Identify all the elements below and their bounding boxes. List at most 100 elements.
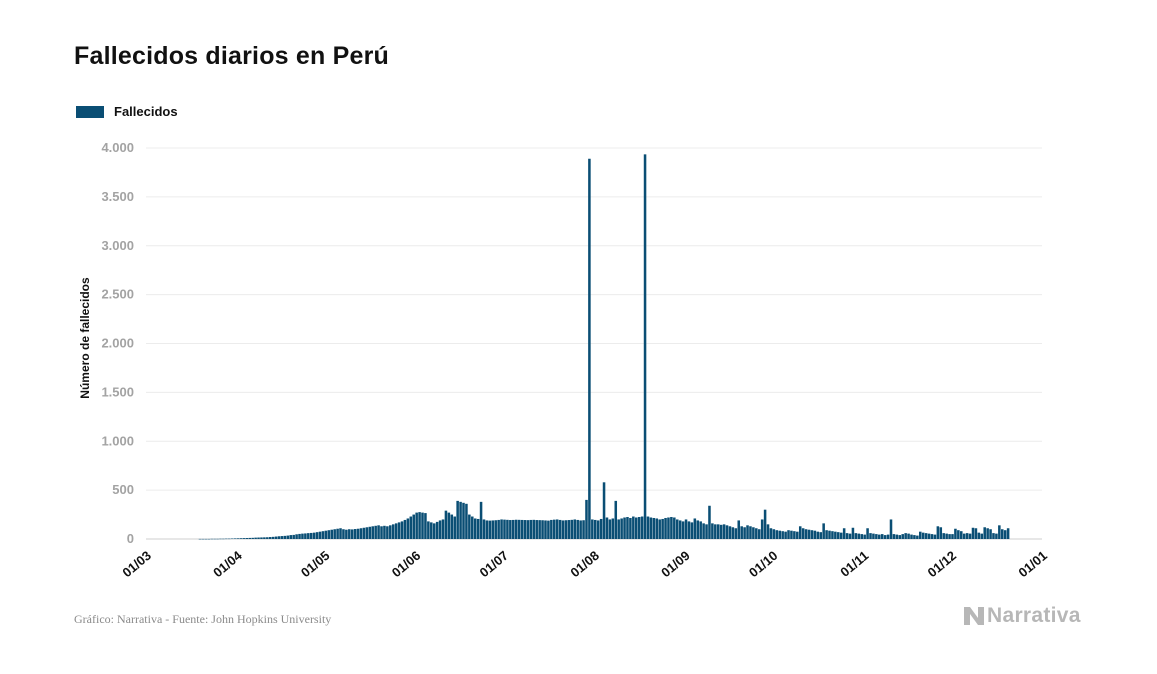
x-tick-label: 01/06 <box>389 548 424 580</box>
bar <box>397 522 401 539</box>
bar <box>582 520 585 539</box>
bar <box>550 519 553 539</box>
bar <box>421 512 424 539</box>
bar <box>681 521 685 539</box>
bar <box>353 529 357 539</box>
bar <box>327 530 331 539</box>
bar <box>760 519 764 539</box>
bar <box>919 531 922 539</box>
bar <box>933 534 937 539</box>
bar <box>468 514 471 539</box>
y-tick-label: 3.000 <box>101 238 134 253</box>
bar <box>661 518 664 539</box>
bar <box>526 520 530 539</box>
x-tick-label: 01/01 <box>1015 548 1050 580</box>
bar <box>517 519 521 539</box>
bar <box>623 517 626 539</box>
bar <box>514 519 518 539</box>
bar <box>839 532 843 539</box>
bar <box>529 519 533 539</box>
bar <box>312 532 316 539</box>
bar <box>889 519 893 539</box>
x-tick-label: 01/12 <box>925 548 960 580</box>
bar <box>637 517 641 539</box>
bar <box>992 533 995 539</box>
bar <box>497 519 500 539</box>
bar <box>283 535 287 539</box>
bar <box>207 538 211 540</box>
bar <box>872 533 875 539</box>
bar <box>605 517 609 539</box>
bar <box>350 529 354 539</box>
bar <box>974 528 978 539</box>
bar <box>626 517 629 539</box>
bar <box>842 528 846 539</box>
bar <box>532 519 536 539</box>
bar <box>883 535 887 539</box>
bar <box>728 526 732 539</box>
bar <box>553 519 556 539</box>
bar <box>245 538 249 539</box>
bar <box>667 517 670 539</box>
y-tick-label: 2.500 <box>101 287 134 302</box>
bar <box>921 532 925 539</box>
bar <box>394 523 398 539</box>
y-tick-label: 0 <box>127 531 134 546</box>
bar <box>365 527 369 539</box>
bar <box>845 533 849 539</box>
bar <box>916 535 919 539</box>
bar <box>962 533 966 539</box>
bar <box>998 525 1001 539</box>
bar <box>594 519 597 539</box>
bar <box>658 519 661 539</box>
bar <box>520 519 524 539</box>
bar <box>834 531 837 539</box>
bar <box>271 536 275 539</box>
bar <box>763 509 767 539</box>
bar <box>523 520 527 539</box>
bar <box>945 533 948 539</box>
bar <box>977 532 981 539</box>
bar <box>573 519 577 539</box>
bar <box>471 516 474 539</box>
bar <box>620 518 623 539</box>
bar <box>904 533 907 539</box>
y-tick-label: 4.000 <box>101 140 134 155</box>
bar <box>435 521 439 539</box>
bar <box>535 520 538 539</box>
bar <box>971 527 975 539</box>
bar <box>810 530 814 539</box>
bar <box>927 533 931 539</box>
bar <box>274 536 278 539</box>
bar <box>263 537 266 539</box>
n-logo-icon <box>964 607 984 625</box>
bar <box>579 520 582 539</box>
brand-logo: Narrativa <box>964 604 1081 628</box>
bar <box>254 537 257 539</box>
bar <box>333 529 336 539</box>
bar <box>989 529 992 539</box>
bar <box>757 529 761 539</box>
bar <box>924 533 928 539</box>
bar <box>608 519 612 539</box>
bar <box>898 535 902 539</box>
bar <box>968 533 972 539</box>
bar <box>693 518 697 539</box>
bar <box>752 527 755 539</box>
bar <box>743 527 746 539</box>
bar <box>298 533 301 539</box>
legend-label: Fallecidos <box>114 104 178 119</box>
bar <box>684 519 688 539</box>
y-tick-label: 3.500 <box>101 189 134 204</box>
x-axis-ticks: 01/03 01/04 01/05 01/06 01/07 01/08 01/09 01/10… <box>119 547 1050 580</box>
bar <box>330 529 333 539</box>
bar <box>652 517 656 539</box>
bar <box>737 520 741 539</box>
bar <box>286 535 290 539</box>
bar <box>482 519 486 539</box>
bar <box>561 520 565 539</box>
bar <box>705 524 708 539</box>
bar <box>307 533 310 539</box>
bar <box>380 526 383 539</box>
bar <box>746 525 749 539</box>
